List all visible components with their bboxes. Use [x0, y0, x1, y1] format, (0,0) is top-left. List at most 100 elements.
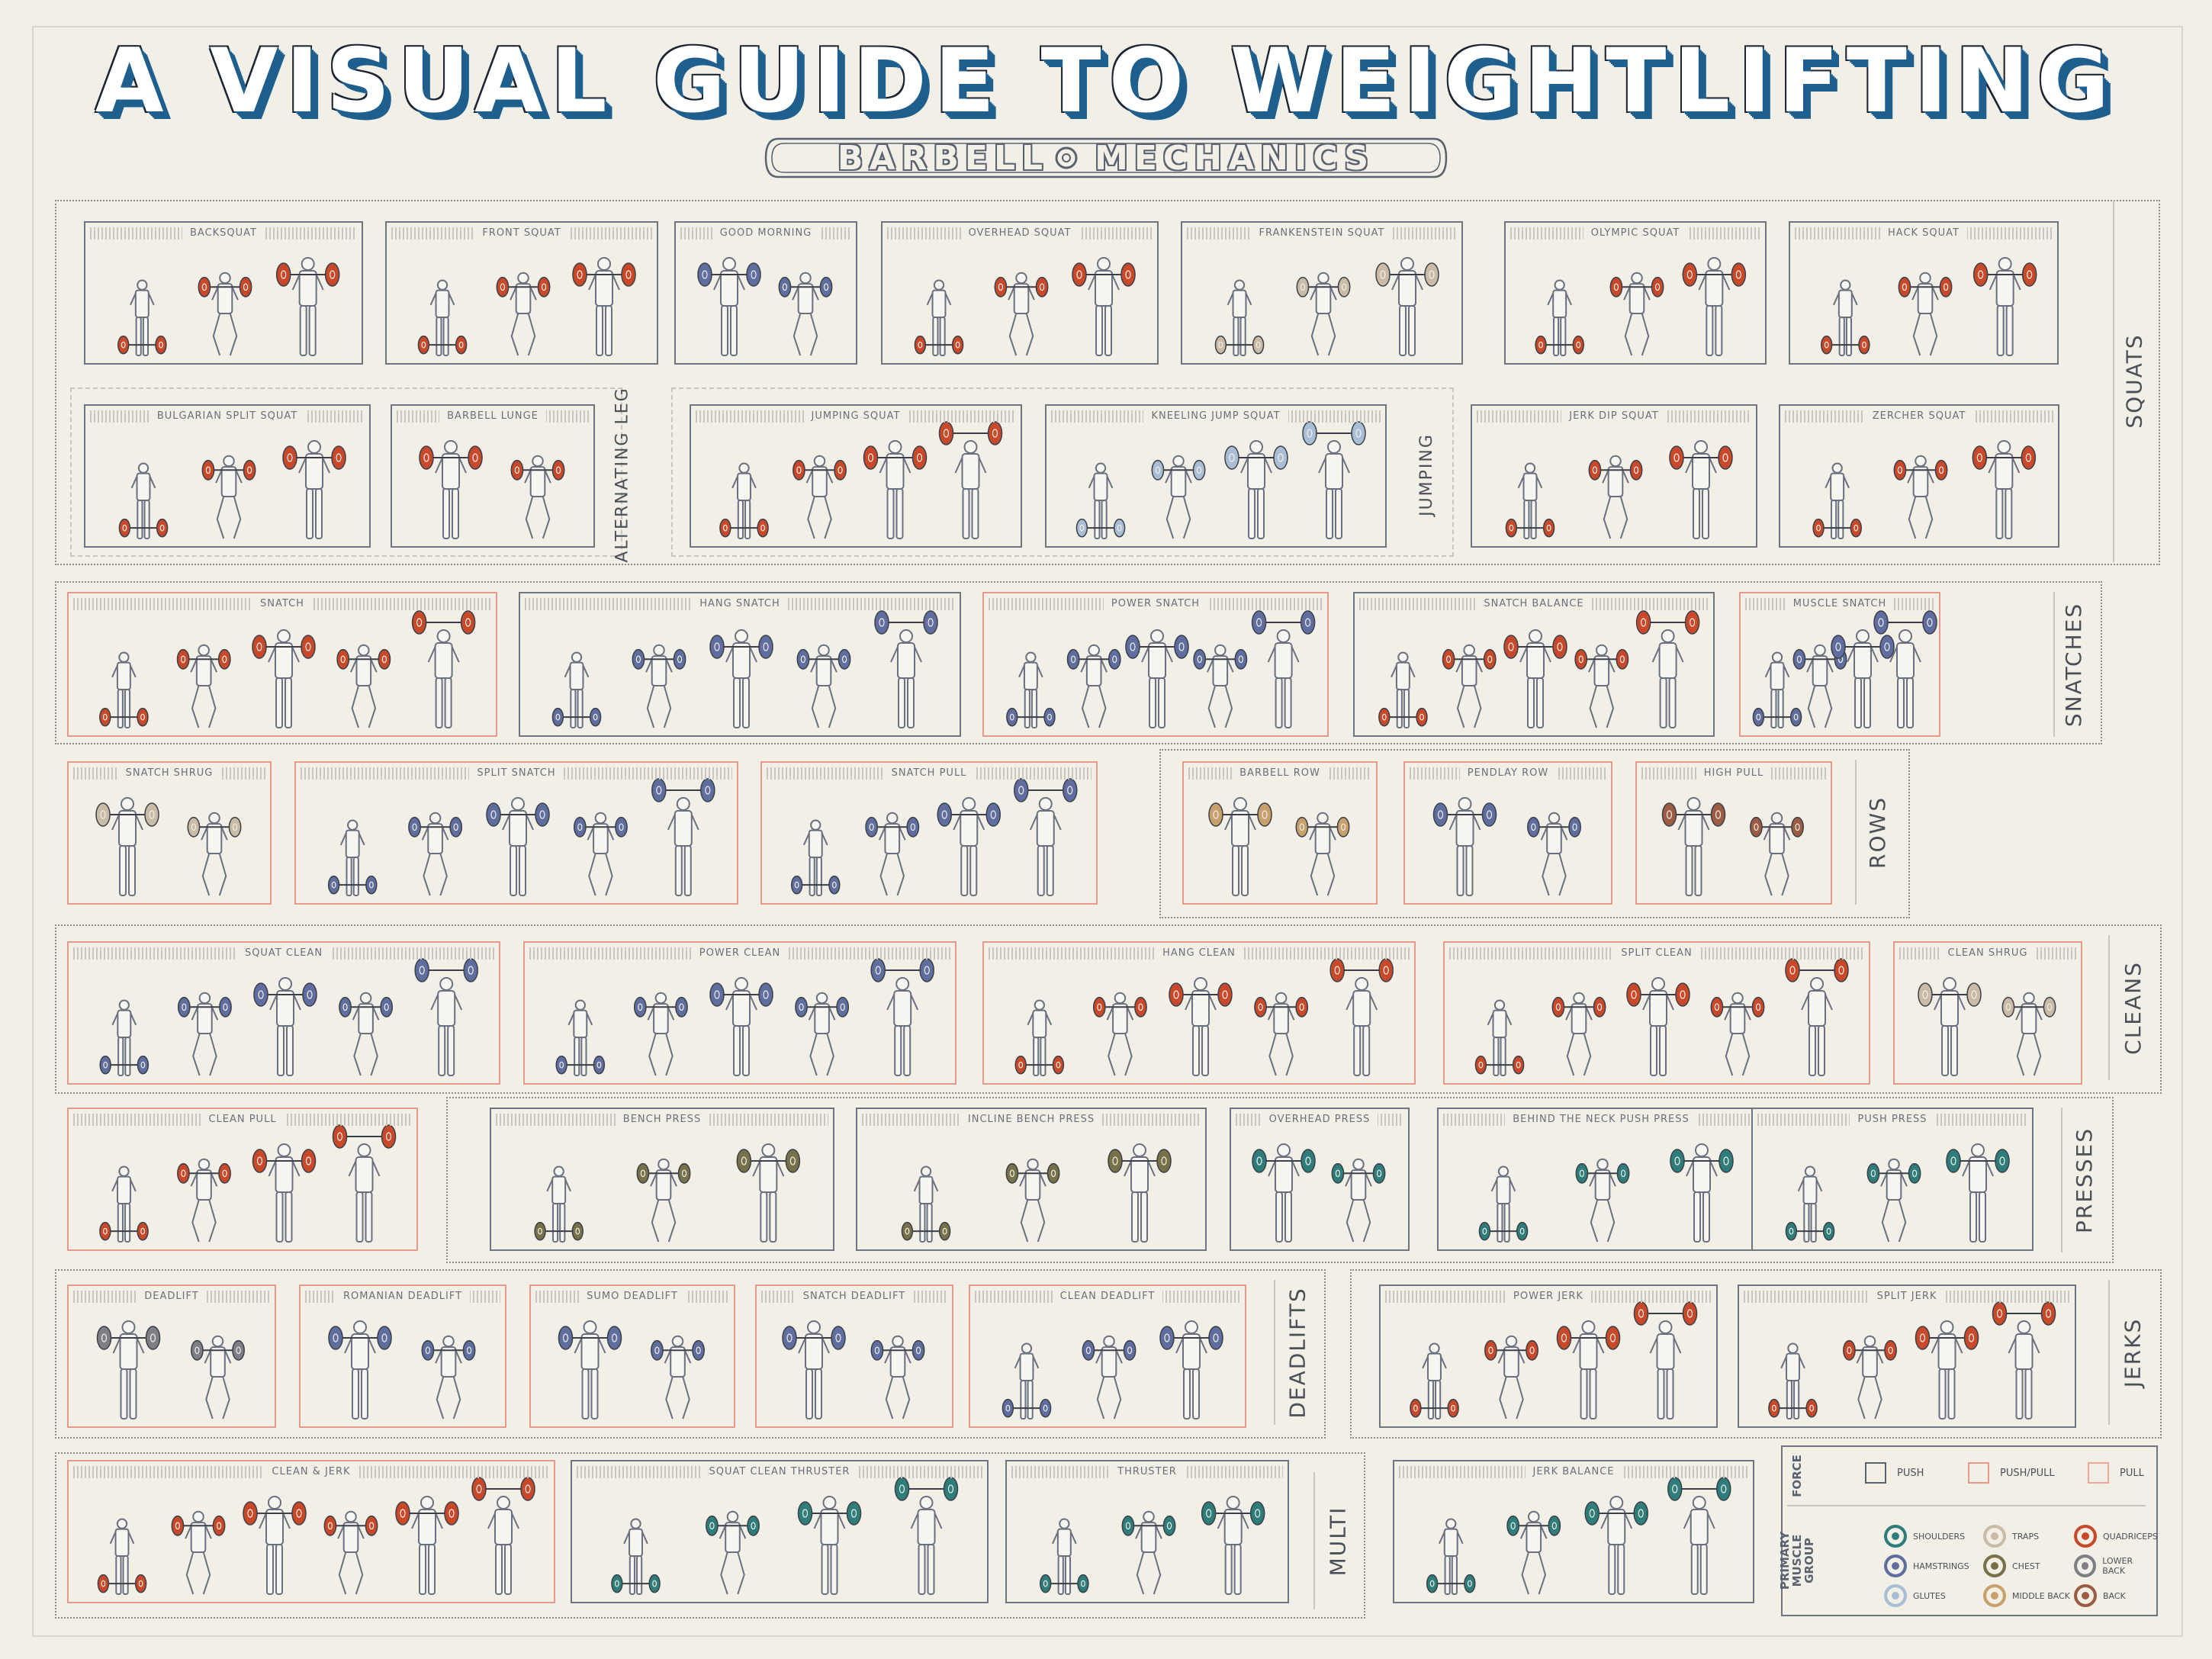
exercise-name: HANG SNATCH — [692, 598, 788, 610]
exercise-name: POWER JERK — [1506, 1291, 1591, 1303]
lifter-figure — [886, 977, 919, 1076]
barbell-plate — [1169, 982, 1233, 1007]
lifter-figure — [1014, 1342, 1040, 1419]
group-label-jerks: JERKS — [2108, 1280, 2156, 1425]
exercise-illustration — [1661, 797, 1804, 896]
barbell-plate — [1574, 648, 1629, 670]
lifter-figure — [1962, 1143, 1994, 1243]
exercise-name: GOOD MORNING — [712, 227, 820, 240]
barbell-plate — [1072, 262, 1136, 287]
barbell-plate — [421, 1339, 476, 1361]
barbell-plate — [782, 1326, 846, 1350]
exercise-card-clean-shrug: CLEAN SHRUG — [1893, 941, 2082, 1085]
exercise-name: KNEELING JUMP SQUAT — [1143, 410, 1288, 423]
barbell-plate — [633, 996, 688, 1018]
barbell-plate — [870, 1339, 925, 1361]
barbell-plate — [1410, 1398, 1459, 1418]
barbell-plate — [901, 1221, 951, 1241]
exercise-card-thruster: THRUSTER — [1005, 1460, 1289, 1603]
barbell-plate — [555, 1055, 606, 1075]
exercise-card-bulgarian-split-squat: BULGARIAN SPLIT SQUAT — [84, 404, 371, 548]
lifter-figure — [109, 1518, 135, 1595]
exercise-name: CLEAN SHRUG — [1940, 947, 2036, 960]
exercise-card-kneeling-jump-squat: KNEELING JUMP SQUAT — [1045, 404, 1387, 548]
lifter-figure — [1029, 797, 1062, 896]
exercise-card-frankenstein-squat: FRANKENSTEIN SQUAT — [1181, 221, 1463, 365]
exercise-card-push-press: PUSH PRESS — [1751, 1108, 2034, 1251]
exercise-name: BEHIND THE NECK PUSH PRESS — [1505, 1114, 1697, 1126]
barbell-plate — [778, 276, 833, 297]
lifter-figure — [268, 629, 300, 728]
exercise-name: JERK BALANCE — [1525, 1466, 1622, 1478]
plate-icon — [2074, 1525, 2097, 1548]
card-title-bar: CLEAN DEADLIFT — [975, 1291, 1240, 1303]
exercise-illustration — [117, 257, 340, 356]
barbell-plate — [719, 518, 769, 538]
barbell-plate — [336, 648, 391, 670]
exercise-card-squat-clean: SQUAT CLEAN — [67, 941, 500, 1085]
exercise-name: INCLINE BENCH PRESS — [960, 1114, 1103, 1126]
barbell-plate — [486, 802, 550, 827]
subtitle-barbell: BARBELL — [837, 139, 1050, 178]
subgroup-jumping — [671, 387, 1454, 557]
lifter-figure — [1856, 1335, 1884, 1419]
barbell-plate — [1785, 1221, 1835, 1241]
barbell-plate — [118, 518, 169, 538]
lifter-figure — [1517, 462, 1543, 539]
barbell-plate — [1254, 996, 1309, 1018]
lifter-figure — [130, 462, 156, 539]
lifter-figure — [1080, 644, 1108, 728]
exercise-card-squat-clean-thruster: SQUAT CLEAN THRUSTER — [571, 1460, 989, 1603]
barbell-plate — [253, 982, 317, 1007]
barbell-plate — [1551, 996, 1606, 1018]
lifter-figure — [352, 992, 380, 1076]
exercise-name: OVERHEAD SQUAT — [960, 227, 1079, 240]
barbell-plate — [1151, 459, 1206, 481]
barbell-plate — [1710, 996, 1765, 1018]
barbell-plate — [191, 1339, 245, 1361]
exercise-illustration — [1075, 421, 1366, 539]
force-swatch — [1865, 1462, 1886, 1484]
exercise-illustration — [118, 440, 346, 539]
legend-muscle-shoulders: SHOULDERS — [1884, 1525, 1965, 1548]
legend-muscle-hamstrings: HAMSTRINGS — [1884, 1555, 1969, 1577]
exercise-name: SNATCH DEADLIFT — [795, 1291, 914, 1303]
group-snatches — [55, 581, 2102, 744]
barbell-plate — [1873, 610, 1937, 635]
exercise-illustration — [99, 958, 478, 1076]
exercise-name: BARBELL ROW — [1232, 767, 1328, 780]
lifter-figure — [1825, 462, 1850, 539]
barbell-plate — [187, 816, 242, 838]
lifter-figure — [190, 1158, 218, 1243]
barbell-plate — [937, 802, 1001, 827]
lifter-figure — [1106, 992, 1134, 1076]
card-title-bar: ZERCHER SQUAT — [1785, 410, 2053, 423]
barbell-plate — [252, 635, 316, 659]
lifter-figure — [1683, 1496, 1715, 1595]
barbell-plate — [736, 1149, 801, 1173]
exercise-illustration — [1474, 958, 1849, 1076]
barbell-plate — [414, 958, 478, 982]
barbell-plate — [1014, 778, 1078, 802]
exercise-name: HANG CLEAN — [1155, 947, 1243, 960]
exercise-card-split-clean: SPLIT CLEAN — [1443, 941, 1870, 1085]
subgroup-label-jumping: JUMPING — [1416, 432, 1436, 516]
exercise-card-backsquat: BACKSQUAT — [84, 221, 363, 365]
barbell-plate — [1893, 459, 1948, 481]
barbell-plate — [282, 445, 346, 470]
exercise-illustration — [1918, 977, 2056, 1076]
card-title-bar: SNATCH SHRUG — [73, 767, 265, 780]
lifter-figure — [1391, 257, 1423, 356]
lifter-figure — [719, 1510, 747, 1595]
exercise-card-hang-clean: HANG CLEAN — [982, 941, 1416, 1085]
lifter-figure — [1124, 1143, 1156, 1243]
legend-force-pull: PULL — [2088, 1462, 2144, 1484]
exercise-card-romanian-deadlift: ROMANIAN DEADLIFT — [299, 1284, 506, 1428]
exercise-illustration — [1040, 1496, 1265, 1595]
exercise-card-olympic-squat: OLYMPIC SQUAT — [1504, 221, 1767, 365]
lifter-figure — [1572, 1320, 1605, 1419]
exercise-name: SNATCH PULL — [883, 767, 975, 780]
lifter-figure — [111, 797, 143, 896]
exercise-card-good-morning: GOOD MORNING — [674, 221, 857, 365]
exercise-card-zercher-squat: ZERCHER SQUAT — [1779, 404, 2059, 548]
